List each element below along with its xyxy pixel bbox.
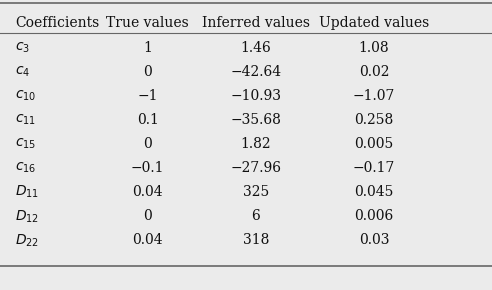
Text: 0.006: 0.006: [354, 209, 394, 223]
Text: Inferred values: Inferred values: [202, 16, 310, 30]
Text: 325: 325: [243, 185, 269, 199]
Text: 0.04: 0.04: [132, 185, 163, 199]
Text: −1: −1: [137, 89, 158, 103]
Text: $D_{22}$: $D_{22}$: [15, 232, 39, 249]
Text: −42.64: −42.64: [230, 65, 281, 79]
Text: True values: True values: [106, 16, 189, 30]
Text: $c_{11}$: $c_{11}$: [15, 113, 36, 127]
Text: −10.93: −10.93: [230, 89, 281, 103]
Text: −1.07: −1.07: [353, 89, 395, 103]
Text: −27.96: −27.96: [230, 161, 281, 175]
Text: $D_{11}$: $D_{11}$: [15, 184, 39, 200]
Text: 0.04: 0.04: [132, 233, 163, 247]
Text: 6: 6: [251, 209, 260, 223]
Text: 1.82: 1.82: [241, 137, 271, 151]
Text: 0.005: 0.005: [354, 137, 394, 151]
Text: 1.46: 1.46: [241, 41, 271, 55]
Text: 0: 0: [143, 209, 152, 223]
Text: 0.02: 0.02: [359, 65, 389, 79]
Text: 0: 0: [143, 137, 152, 151]
Text: $D_{12}$: $D_{12}$: [15, 208, 39, 224]
Text: $c_{3}$: $c_{3}$: [15, 41, 30, 55]
Text: −35.68: −35.68: [230, 113, 281, 127]
Text: 0.258: 0.258: [354, 113, 394, 127]
Text: $c_{4}$: $c_{4}$: [15, 65, 30, 79]
Text: 0.045: 0.045: [354, 185, 394, 199]
Text: 318: 318: [243, 233, 269, 247]
Text: 0: 0: [143, 65, 152, 79]
Text: 1: 1: [143, 41, 152, 55]
Text: Updated values: Updated values: [319, 16, 429, 30]
Text: Coefficients: Coefficients: [15, 16, 99, 30]
Text: −0.1: −0.1: [131, 161, 164, 175]
Text: 0.03: 0.03: [359, 233, 389, 247]
Text: 1.08: 1.08: [359, 41, 389, 55]
Text: $c_{15}$: $c_{15}$: [15, 137, 36, 151]
Text: 0.1: 0.1: [137, 113, 158, 127]
Text: $c_{16}$: $c_{16}$: [15, 161, 36, 175]
Text: −0.17: −0.17: [353, 161, 395, 175]
Text: $c_{10}$: $c_{10}$: [15, 89, 36, 103]
